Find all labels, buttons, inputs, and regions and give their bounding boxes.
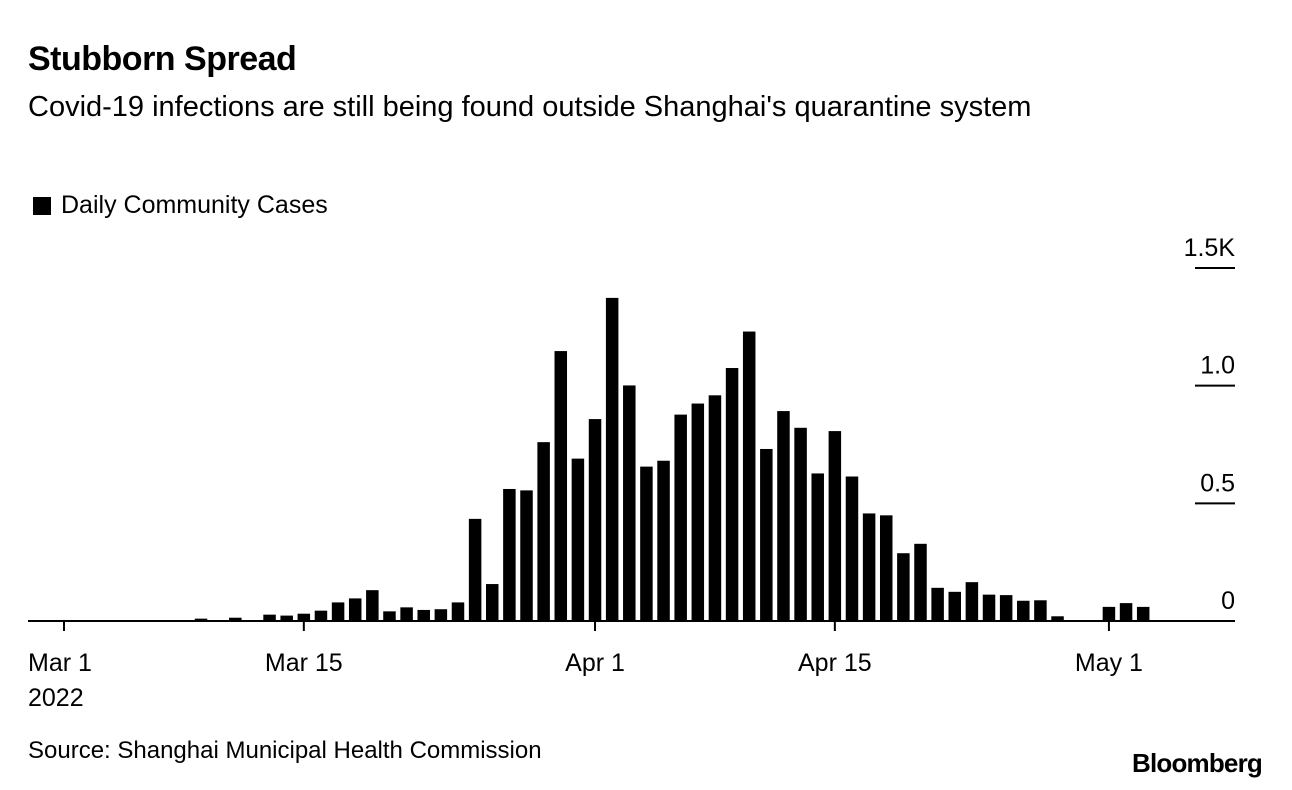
bar — [280, 615, 293, 621]
bar — [314, 610, 328, 621]
y-tick-label: 1.5K — [1184, 234, 1236, 262]
bar — [948, 591, 962, 621]
legend: Daily Community Cases — [33, 191, 328, 220]
bar — [794, 427, 807, 621]
bar — [554, 351, 568, 621]
bar — [588, 419, 602, 621]
bar — [1136, 606, 1150, 621]
x-axis: Mar 1 Mar 15 Apr 1 Apr 15 May 1 2022 — [28, 620, 1235, 712]
bar — [297, 613, 311, 621]
y-axis: 1.5K 1.0 0.5 0 — [1184, 234, 1236, 615]
bar — [605, 297, 619, 621]
bar — [691, 403, 705, 621]
chart-subtitle: Covid-19 infections are still being foun… — [28, 91, 1032, 123]
bar — [1017, 600, 1030, 621]
bar — [366, 590, 379, 621]
bar — [1034, 600, 1047, 621]
bar — [845, 476, 859, 621]
x-tick-label: May 1 — [1075, 649, 1143, 677]
y-tick-label: 0.5 — [1200, 469, 1235, 497]
bar — [897, 553, 910, 621]
bar — [811, 473, 824, 621]
bar — [194, 618, 208, 621]
y-tick-label: 0 — [1221, 587, 1235, 615]
bar — [1051, 616, 1064, 621]
bar — [451, 602, 465, 621]
bar — [742, 331, 756, 621]
bar — [331, 602, 345, 621]
source-note: Source: Shanghai Municipal Health Commis… — [28, 737, 542, 764]
x-tick-label: Mar 15 — [265, 649, 343, 677]
bar — [417, 609, 430, 621]
bar — [999, 595, 1013, 621]
y-tick-label: 1.0 — [1200, 352, 1235, 380]
bar — [725, 368, 739, 621]
bar — [383, 611, 396, 621]
bar — [965, 582, 979, 621]
bar — [468, 518, 482, 621]
legend-swatch — [33, 196, 51, 215]
bar — [503, 488, 516, 621]
legend-label: Daily Community Cases — [61, 191, 328, 219]
bar — [777, 411, 790, 621]
bar — [657, 460, 670, 621]
bar — [263, 614, 276, 621]
x-tick-label: Apr 1 — [565, 649, 625, 677]
bars — [57, 297, 1150, 621]
x-tick-label: Apr 15 — [798, 649, 872, 677]
bar — [537, 442, 550, 621]
bar — [640, 466, 653, 621]
bar — [674, 414, 687, 621]
bar — [1119, 603, 1133, 621]
bar — [828, 431, 842, 621]
x-tick-label: Mar 1 — [28, 649, 92, 677]
bar — [623, 385, 636, 621]
bar — [879, 515, 893, 621]
bar — [760, 448, 773, 621]
chart-title: Stubborn Spread — [28, 40, 297, 78]
bar — [486, 584, 499, 621]
bar — [434, 609, 448, 621]
bloomberg-logo: Bloomberg — [1131, 748, 1263, 778]
bar — [914, 543, 927, 621]
bar — [400, 607, 413, 621]
x-year-label: 2022 — [28, 684, 84, 712]
bar — [571, 458, 585, 621]
bar — [520, 490, 533, 621]
bar — [862, 513, 876, 621]
bar — [982, 594, 996, 621]
bar — [931, 587, 944, 621]
bar — [1102, 606, 1116, 621]
bar — [348, 598, 362, 621]
bar — [708, 395, 722, 621]
bar — [229, 617, 242, 621]
